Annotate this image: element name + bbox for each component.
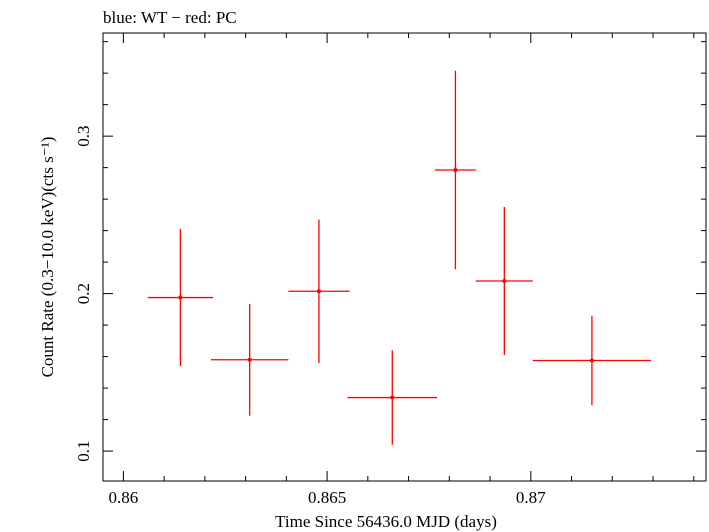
data-marker — [316, 289, 321, 294]
x-tick-label: 0.865 — [308, 488, 346, 507]
data-marker — [502, 279, 507, 284]
data-point — [435, 70, 476, 270]
x-tick-label: 0.87 — [516, 488, 546, 507]
data-point — [475, 207, 533, 356]
data-marker — [390, 395, 395, 400]
x-axis-label: Time Since 56436.0 MJD (days) — [275, 512, 497, 531]
y-axis: 0.1 0.2 0.3 — [74, 41, 706, 462]
data-point — [532, 315, 651, 406]
x-tick-label: 0.86 — [108, 488, 138, 507]
data-point — [210, 303, 289, 416]
data-series-pc — [147, 70, 651, 445]
y-tick-label: 0.2 — [74, 283, 93, 304]
data-point — [147, 229, 214, 367]
y-tick-label: 0.3 — [74, 126, 93, 147]
x-axis: 0.86 0.865 0.87 — [108, 33, 695, 507]
data-marker — [589, 358, 594, 363]
data-marker — [453, 167, 458, 172]
y-axis-label: Count Rate (0.3−10.0 keV)(cts s⁻¹) — [38, 137, 57, 378]
data-point — [347, 350, 438, 445]
data-marker — [247, 357, 252, 362]
chart-title: blue: WT − red: PC — [103, 8, 237, 27]
y-tick-label: 0.1 — [74, 440, 93, 461]
data-marker — [178, 295, 183, 300]
plot-frame — [102, 32, 707, 482]
data-point — [288, 219, 350, 363]
